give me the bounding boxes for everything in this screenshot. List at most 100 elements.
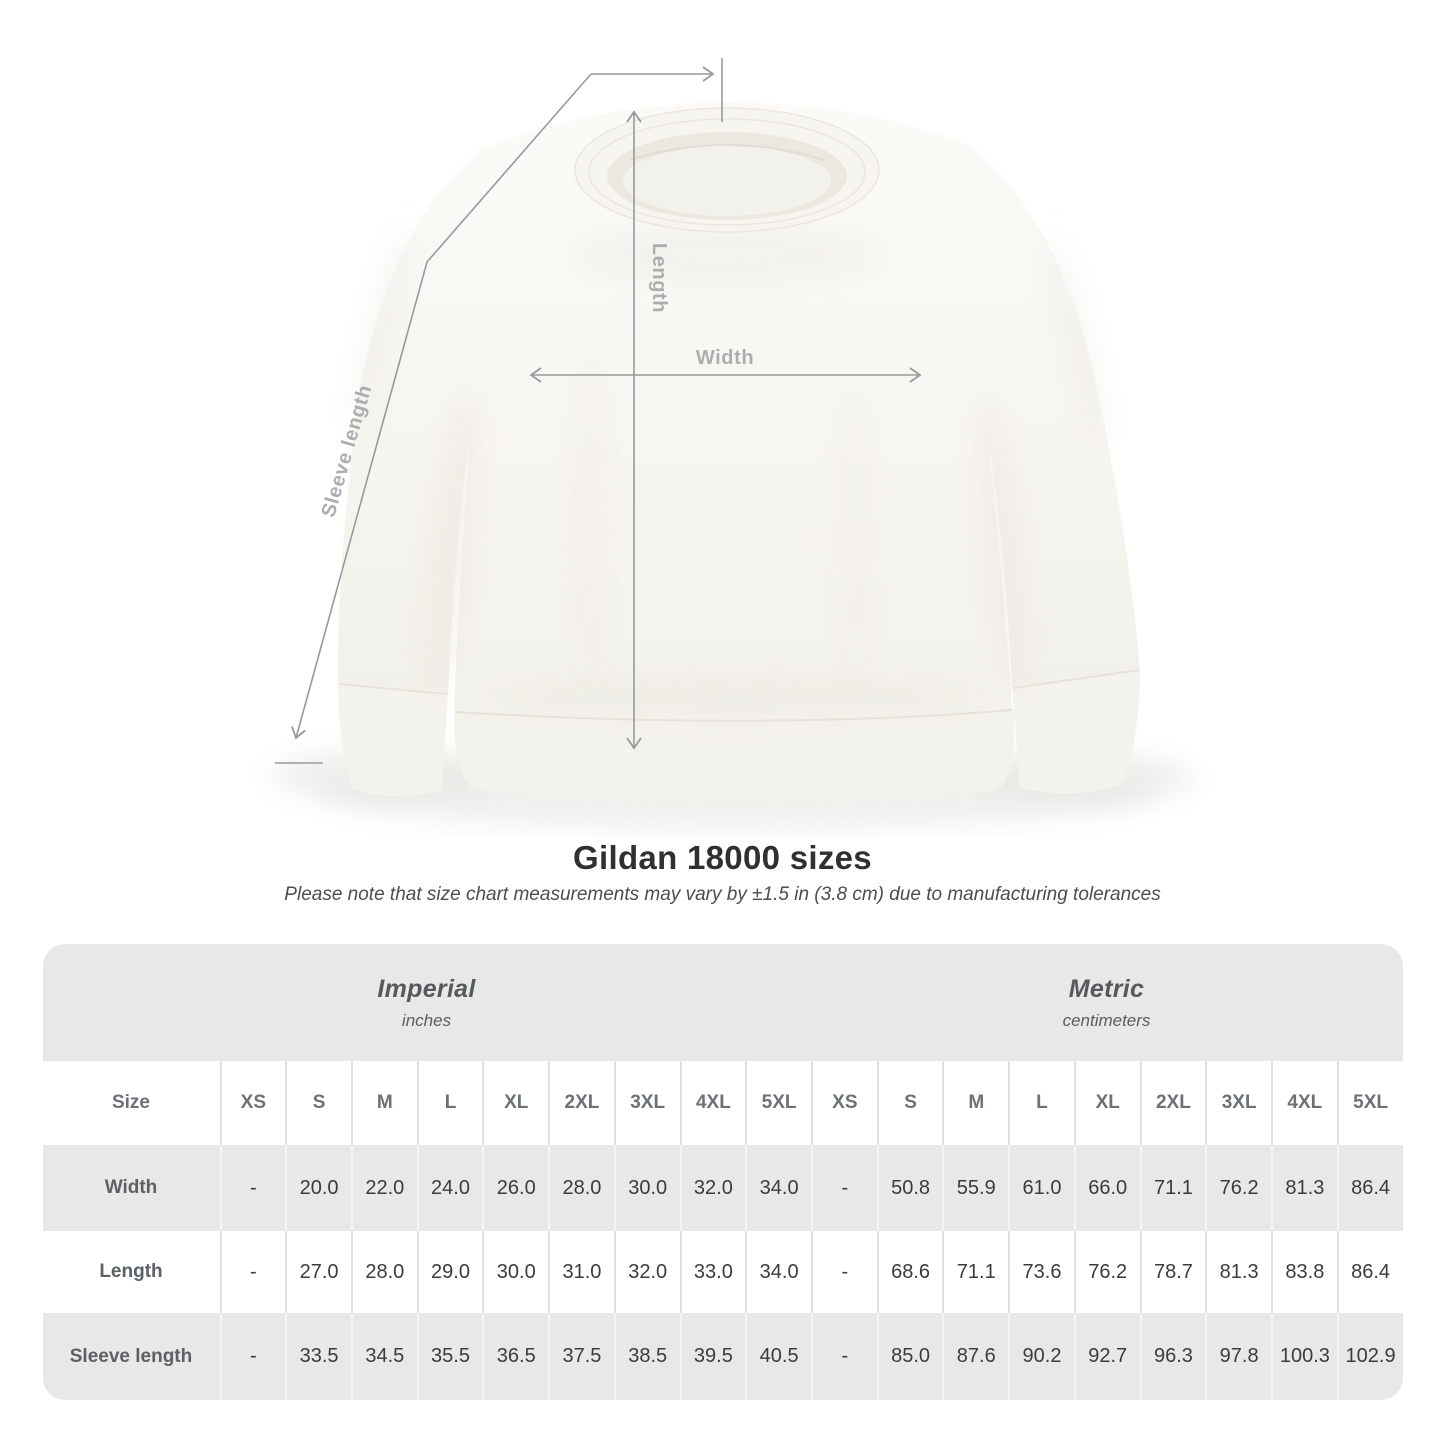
value-cell: 96.3 — [1139, 1313, 1206, 1400]
value-cell: 100.3 — [1271, 1313, 1337, 1400]
value-cell: 55.9 — [942, 1145, 1008, 1231]
fabric-shading — [350, 223, 1108, 711]
waistband-seam — [455, 709, 1013, 722]
value-cell: - — [810, 1145, 877, 1231]
table-row-sleeve-length: Sleeve length - 33.5 34.5 35.5 36.5 37.5… — [42, 1313, 1403, 1400]
metric-size-header: L — [1008, 1061, 1074, 1145]
tolerance-note: Please note that size chart measurements… — [284, 884, 1161, 905]
value-cell: 97.8 — [1205, 1313, 1271, 1400]
value-cell: 20.0 — [285, 1145, 351, 1231]
metric-size-header: XS — [810, 1061, 877, 1145]
value-cell: 83.8 — [1271, 1231, 1337, 1313]
value-cell: 22.0 — [350, 1145, 417, 1231]
value-cell: 24.0 — [416, 1145, 483, 1231]
value-cell: 33.0 — [679, 1231, 746, 1313]
value-cell: 34.0 — [745, 1231, 811, 1313]
size-header-row: Size XS S M L XL 2XL 3XL 4XL 5XL XS S M … — [42, 1061, 1403, 1145]
value-cell: 61.0 — [1008, 1145, 1074, 1231]
value-cell: 86.4 — [1336, 1145, 1403, 1231]
value-cell: 36.5 — [482, 1313, 548, 1400]
value-cell: 87.6 — [942, 1313, 1008, 1400]
page-title: Gildan 18000 sizes — [573, 839, 872, 876]
value-cell: 35.5 — [416, 1313, 483, 1400]
metric-size-header: 3XL — [1205, 1061, 1271, 1145]
value-cell: - — [219, 1313, 286, 1400]
imperial-size-header: 2XL — [548, 1061, 614, 1145]
value-cell: - — [810, 1313, 877, 1400]
value-cell: 28.0 — [548, 1145, 614, 1231]
garment-cuff-right — [1012, 668, 1140, 794]
imperial-size-header: 4XL — [679, 1061, 746, 1145]
size-corner-label: Size — [111, 1092, 151, 1113]
value-cell: 76.2 — [1205, 1145, 1271, 1231]
value-cell: 66.0 — [1073, 1145, 1140, 1231]
value-cell: 26.0 — [482, 1145, 548, 1231]
row-label-length: Length — [99, 1261, 163, 1282]
imperial-group-header: Imperial inches — [43, 944, 811, 1061]
value-cell: 29.0 — [416, 1231, 483, 1313]
value-cell: 71.1 — [1139, 1145, 1206, 1231]
imperial-group-unit: inches — [401, 1010, 452, 1030]
value-cell: 73.6 — [1008, 1231, 1074, 1313]
metric-size-header: XL — [1073, 1061, 1140, 1145]
width-label: Width — [696, 347, 754, 369]
value-cell: - — [219, 1145, 286, 1231]
value-cell: 40.5 — [745, 1313, 811, 1400]
metric-size-header: M — [942, 1061, 1008, 1145]
metric-group-unit: centimeters — [1062, 1010, 1151, 1030]
cuff-seam-left — [338, 683, 448, 695]
metric-group-title: Metric — [1068, 974, 1145, 1003]
table-row-width: Width - 20.0 22.0 24.0 26.0 28.0 30.0 32… — [42, 1145, 1403, 1231]
value-cell: - — [810, 1231, 877, 1313]
value-cell: 34.0 — [745, 1145, 811, 1231]
value-cell: 102.9 — [1336, 1313, 1403, 1400]
value-cell: 28.0 — [350, 1231, 417, 1313]
row-label-width: Width — [104, 1177, 158, 1198]
metric-size-header: S — [876, 1061, 943, 1145]
value-cell: 71.1 — [942, 1231, 1008, 1313]
imperial-size-header: 5XL — [745, 1061, 811, 1145]
size-table: Imperial inches Metric centimeters Size … — [42, 944, 1403, 1400]
value-cell: 33.5 — [285, 1313, 351, 1400]
imperial-size-header: XL — [482, 1061, 548, 1145]
imperial-size-header: M — [350, 1061, 417, 1145]
value-cell: 32.0 — [613, 1231, 680, 1313]
value-cell: 30.0 — [613, 1145, 680, 1231]
value-cell: 86.4 — [1336, 1231, 1403, 1313]
metric-size-header: 2XL — [1139, 1061, 1206, 1145]
value-cell: 27.0 — [285, 1231, 351, 1313]
metric-size-header: 4XL — [1271, 1061, 1337, 1145]
value-cell: 50.8 — [876, 1145, 943, 1231]
value-cell: 30.0 — [482, 1231, 548, 1313]
value-cell: 68.6 — [876, 1231, 943, 1313]
metric-size-header: 5XL — [1336, 1061, 1403, 1145]
value-cell: 92.7 — [1073, 1313, 1140, 1400]
value-cell: 38.5 — [613, 1313, 680, 1400]
garment-waistband — [455, 708, 1014, 802]
row-label-sleeve-length: Sleeve length — [69, 1345, 193, 1367]
imperial-size-header: S — [285, 1061, 351, 1145]
measurement-lines — [275, 58, 922, 764]
value-cell: 76.2 — [1073, 1231, 1140, 1313]
garment-cuff-left — [338, 682, 448, 796]
imperial-size-header: 3XL — [613, 1061, 680, 1145]
value-cell: 31.0 — [548, 1231, 614, 1313]
value-cell: 90.2 — [1008, 1313, 1074, 1400]
value-cell: 32.0 — [679, 1145, 746, 1231]
imperial-group-title: Imperial — [377, 974, 476, 1003]
cuff-seam-right — [1012, 669, 1140, 689]
metric-group-header: Metric centimeters — [811, 944, 1403, 1061]
value-cell: 78.7 — [1139, 1231, 1206, 1313]
value-cell: 85.0 — [876, 1313, 943, 1400]
garment-collar — [574, 107, 880, 233]
value-cell: 39.5 — [679, 1313, 746, 1400]
sweatshirt-photo: Length Width Sleeve length — [270, 58, 1195, 830]
value-cell: 37.5 — [548, 1313, 614, 1400]
sleeve-length-arrow — [275, 58, 723, 764]
value-cell: - — [219, 1231, 286, 1313]
unit-header-row: Imperial inches Metric centimeters — [42, 944, 1403, 1061]
value-cell: 81.3 — [1271, 1145, 1337, 1231]
length-label: Length — [648, 243, 670, 313]
table-row-length: Length - 27.0 28.0 29.0 30.0 31.0 32.0 3… — [42, 1231, 1403, 1313]
imperial-size-header: XS — [219, 1061, 286, 1145]
